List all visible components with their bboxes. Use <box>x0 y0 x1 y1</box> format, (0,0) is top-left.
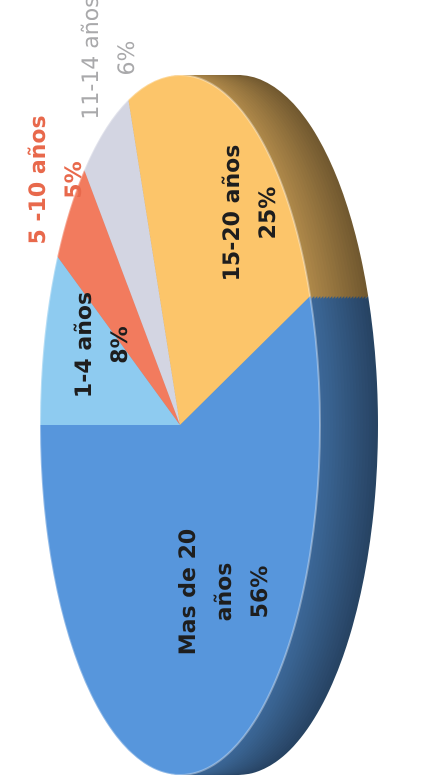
slice-category: 11-14 años <box>79 0 104 120</box>
slice <box>84 99 180 425</box>
slice-value: 6% <box>115 40 140 76</box>
slice <box>40 296 320 775</box>
slice-label: 11-14 años 6% <box>74 0 146 158</box>
slice-category: 5 -10 años <box>26 115 51 245</box>
slice-label: Mas de 20 años 56% <box>171 517 279 667</box>
slice-label: 15-20 años 25% <box>215 113 287 313</box>
slice-category: 15-20 años <box>220 144 245 282</box>
slice <box>40 256 180 425</box>
rim-highlight <box>39 74 321 776</box>
slice-value: 56% <box>248 565 273 619</box>
slice-value: 8% <box>108 326 133 364</box>
slice-value: 25% <box>256 186 281 240</box>
slice-category: Mas de 20 años <box>176 528 237 656</box>
slice <box>57 169 181 425</box>
slice <box>128 75 311 426</box>
